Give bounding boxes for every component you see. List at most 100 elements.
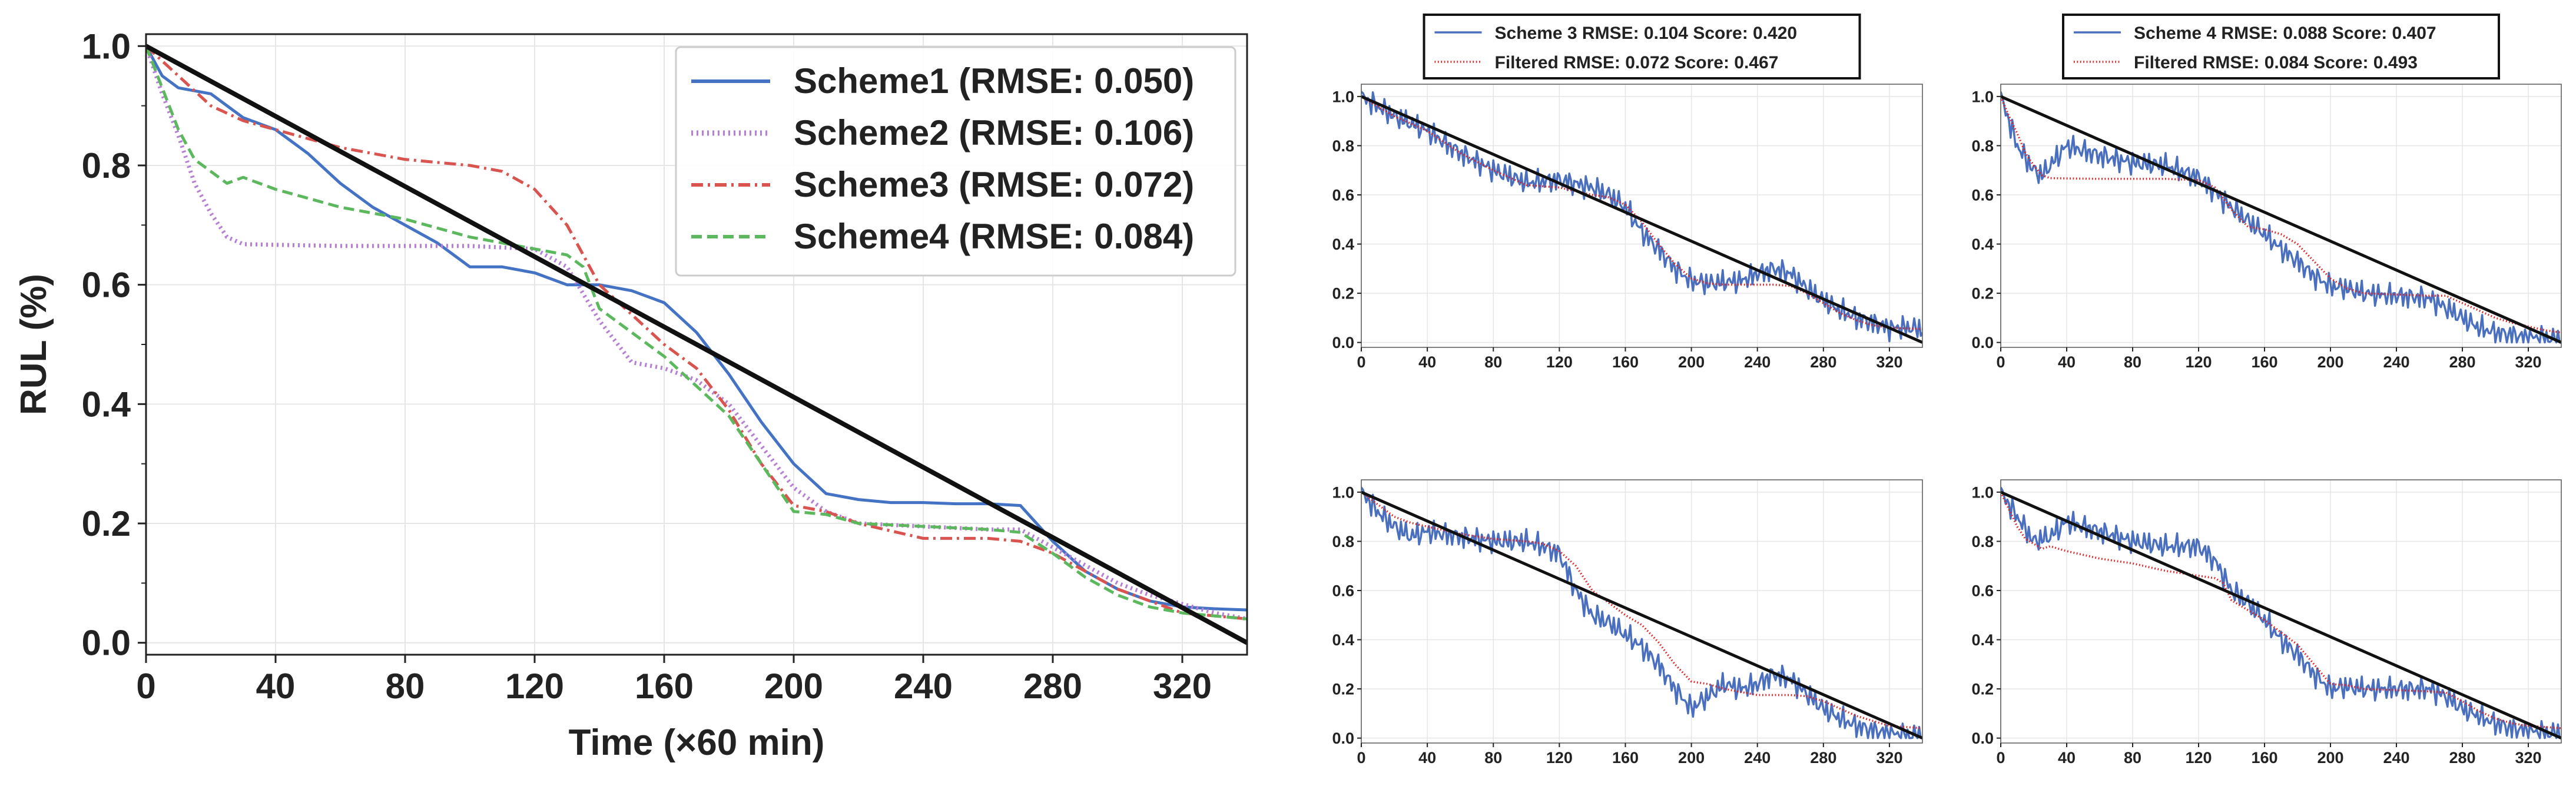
- legend-box: [1423, 14, 1861, 79]
- y-tick-label: 0.0: [1971, 334, 1994, 351]
- x-tick-label: 240: [2383, 353, 2409, 371]
- plot-frame: [2000, 479, 2562, 744]
- x-tick-label: 0: [1996, 353, 2005, 371]
- series-line-2: [1361, 491, 1922, 729]
- x-tick-label: 320: [2515, 353, 2541, 371]
- legend-label-1: Scheme1 (RMSE: 0.050): [794, 61, 1194, 101]
- y-tick-label: 1.0: [1971, 483, 1994, 501]
- y-tick-label: 0.0: [1332, 729, 1354, 747]
- legend-label-1: Scheme 4 RMSE: 0.088 Score: 0.407: [2134, 24, 2436, 43]
- y-tick-label: 0.6: [1971, 582, 1994, 599]
- legend: Scheme 4 RMSE: 0.088 Score: 0.407 Filtere…: [2062, 14, 2500, 79]
- x-tick-label: 40: [1418, 353, 1436, 371]
- y-tick-label: 0.8: [1971, 533, 1994, 550]
- x-tick-label: 320: [1876, 353, 1902, 371]
- x-tick-label: 280: [1810, 749, 1836, 767]
- x-tick-label: 240: [1744, 749, 1771, 767]
- series-layer: [146, 44, 1247, 645]
- x-tick-label: 120: [1546, 353, 1573, 371]
- x-tick-label: 80: [386, 666, 425, 706]
- x-tick-label: 280: [1023, 666, 1082, 706]
- series-line-1: [1361, 486, 1922, 739]
- x-tick-label: 80: [2124, 749, 2141, 767]
- y-tick-label: 1.0: [1971, 88, 1994, 105]
- plot-frame: [2000, 84, 2562, 348]
- series-line-1: [146, 45, 1247, 612]
- chart-4: 0 40 80 120 160 200 240 280 320 0.0 0.2 0.4 0.6 0.8 1.…: [1332, 14, 1923, 767]
- y-tick-label: 0.4: [1332, 631, 1354, 649]
- reference-line: [2001, 490, 2561, 739]
- y-tick-label: 0.2: [1971, 285, 1994, 303]
- series-layer: [2001, 486, 2561, 739]
- x-tick-label: 200: [2317, 353, 2343, 371]
- chart-5: 0 40 80 120 160 200 240 280 320 0.0 0.2 0.4 0.6 0.8 1.…: [1971, 14, 2562, 767]
- x-tick-label: 120: [2185, 353, 2212, 371]
- y-tick-label: 0.2: [82, 504, 131, 543]
- legend-label-2: Filtered RMSE: 0.072 Score: 0.467: [1495, 53, 1779, 72]
- series-line-1: [2001, 486, 2561, 739]
- y-tick-label: 0.4: [1971, 236, 1994, 253]
- reference-line: [146, 44, 1247, 645]
- x-tick-label: 240: [894, 666, 953, 706]
- x-tick-label: 240: [1744, 353, 1771, 371]
- x-tick-label: 160: [1612, 353, 1639, 371]
- y-tick-label: 0.8: [1971, 137, 1994, 155]
- series-line-1: [2001, 91, 2561, 344]
- y-tick-label: 0.0: [1332, 334, 1354, 351]
- y-tick-label: 0.6: [1971, 186, 1994, 204]
- y-tick-label: 0.8: [82, 146, 131, 185]
- x-tick-label: 200: [764, 666, 823, 706]
- y-tick-label: 0.6: [1332, 186, 1354, 204]
- plot-frame: [1361, 479, 1923, 744]
- legend-label-3: Scheme3 (RMSE: 0.072): [794, 165, 1194, 204]
- series-layer: [2001, 91, 2561, 344]
- legend-label-1: Scheme 3 RMSE: 0.104 Score: 0.420: [1495, 24, 1798, 43]
- x-tick-label: 120: [505, 666, 564, 706]
- series-line-2: [1361, 95, 1922, 330]
- x-tick-label: 0: [136, 666, 155, 706]
- series-line-1: [1361, 91, 1922, 343]
- legend-label-4: Scheme4 (RMSE: 0.084): [794, 217, 1194, 256]
- reference-line: [2001, 95, 2561, 344]
- series-line-4: [146, 45, 1247, 621]
- y-tick-label: 0.2: [1971, 681, 1994, 698]
- x-tick-label: 320: [1153, 666, 1212, 706]
- x-tick-label: 40: [2058, 749, 2076, 767]
- y-tick-label: 0.4: [1971, 631, 1994, 649]
- reference-line: [1361, 490, 1922, 739]
- x-tick-label: 200: [1678, 749, 1705, 767]
- x-tick-label: 320: [1876, 749, 1902, 767]
- legend-label-2: Scheme2 (RMSE: 0.106): [794, 113, 1194, 152]
- x-tick-label: 160: [2251, 749, 2277, 767]
- series-line-2: [146, 45, 1247, 621]
- x-tick-label: 120: [2185, 749, 2212, 767]
- reference-line: [1361, 95, 1922, 344]
- y-tick-label: 0.4: [82, 384, 131, 424]
- x-tick-label: 40: [2058, 353, 2076, 371]
- y-tick-label: 0.0: [82, 624, 131, 663]
- x-tick-label: 320: [2515, 749, 2541, 767]
- y-tick-label: 0.6: [82, 266, 131, 305]
- x-tick-label: 200: [1678, 353, 1705, 371]
- charts-layer: 0 40 80 120 160 200 240 280 320 0.0 0.2 0.4 0.6 0.8 1.…: [14, 14, 2562, 767]
- x-tick-label: 280: [2449, 353, 2475, 371]
- legend-box: [2062, 14, 2500, 79]
- y-tick-label: 0.2: [1332, 681, 1354, 698]
- y-axis-label: RUL (%): [14, 274, 54, 415]
- x-tick-label: 160: [635, 666, 694, 706]
- x-tick-label: 120: [1546, 749, 1573, 767]
- x-tick-label: 40: [1418, 749, 1436, 767]
- legend-box: [675, 46, 1236, 277]
- y-tick-label: 0.0: [1971, 729, 1994, 747]
- y-tick-label: 0.2: [1332, 285, 1354, 303]
- x-tick-label: 200: [2317, 749, 2343, 767]
- x-tick-label: 0: [1357, 749, 1365, 767]
- x-tick-label: 160: [2251, 353, 2277, 371]
- x-tick-label: 160: [1612, 749, 1639, 767]
- legend-label-2: Filtered RMSE: 0.084 Score: 0.493: [2134, 53, 2418, 72]
- x-axis-label: Time (×60 min): [569, 722, 825, 763]
- y-tick-label: 1.0: [82, 26, 131, 66]
- x-tick-label: 240: [2383, 749, 2409, 767]
- x-tick-label: 0: [1996, 749, 2005, 767]
